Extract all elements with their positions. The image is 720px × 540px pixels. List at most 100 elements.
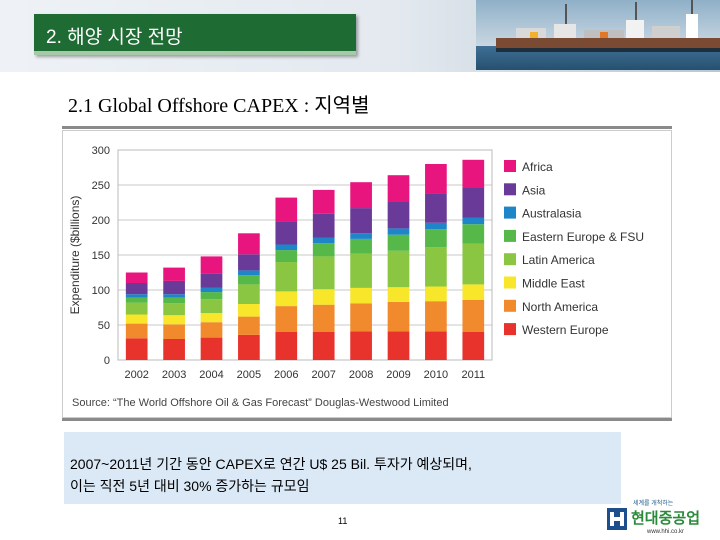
bar-segment [350, 238, 372, 254]
bar-segment [275, 197, 298, 222]
bar-segment [163, 267, 185, 281]
note-line-1: 2007~2011년 기간 동안 CAPEX로 연간 U$ 25 Bil. 투자… [70, 456, 472, 472]
x-tick-label: 2007 [311, 369, 335, 381]
bar-segment [238, 275, 260, 285]
legend-label: Middle East [522, 277, 585, 291]
bar-segment [387, 301, 410, 332]
bar-segment [425, 222, 447, 230]
note-line-2: 이는 직전 5년 대비 30% 증가하는 규모임 [70, 478, 310, 494]
bar-segment [462, 187, 485, 218]
x-tick-label: 2011 [461, 369, 485, 381]
legend-swatch [504, 229, 516, 242]
y-tick-label: 150 [92, 250, 110, 262]
bar-segment [462, 224, 485, 244]
top-divider [62, 126, 672, 129]
x-tick-label: 2006 [274, 369, 298, 381]
bar-segment [238, 304, 260, 317]
plot-area [117, 149, 493, 361]
bar-segment [200, 273, 223, 288]
bar-segment [125, 294, 148, 298]
legend-label: Western Europe [522, 323, 609, 337]
bar-segment [238, 316, 260, 335]
bar-segment [200, 337, 223, 360]
bar-segment [238, 254, 260, 271]
bar-segment [163, 339, 185, 360]
bar-segment [163, 297, 185, 304]
bar-segment [275, 332, 298, 360]
bar-segment [425, 229, 447, 248]
bar-segment [387, 287, 410, 302]
bar-segment [275, 262, 298, 292]
legend-swatch [504, 160, 516, 172]
bar-segment [387, 228, 410, 235]
legend-swatch [504, 183, 516, 196]
y-tick-label: 50 [98, 320, 110, 332]
legend-swatch [504, 323, 516, 336]
bar-segment [462, 299, 485, 332]
bar-segment [312, 237, 335, 244]
y-tick-label: 100 [92, 285, 110, 297]
x-tick-label: 2009 [386, 369, 410, 381]
bar-segment [350, 331, 372, 360]
bar-segment [425, 301, 447, 332]
x-tick-label: 2003 [162, 369, 186, 381]
x-tick-label: 2010 [424, 369, 448, 381]
bar-segment [387, 234, 410, 251]
bar-segment [125, 323, 148, 339]
bar-segment [462, 217, 485, 225]
bar-segment [312, 189, 335, 214]
bar-segment [387, 331, 410, 360]
bar-segment [275, 250, 298, 262]
bar-segment [238, 334, 260, 360]
bar-segment [275, 244, 298, 251]
bar-segment [125, 302, 148, 315]
note-box: 2007~2011년 기간 동안 CAPEX로 연간 U$ 25 Bil. 투자… [64, 432, 621, 504]
bar-segment [312, 213, 335, 238]
bar-segment [462, 159, 485, 188]
bar-segment [350, 233, 372, 239]
legend-swatch [504, 253, 516, 266]
bar-segment [387, 201, 410, 229]
logo-url: www.hhi.co.kr [647, 529, 685, 535]
bar-segment [200, 299, 223, 314]
bar-segment [238, 270, 260, 276]
bar-segment [200, 287, 223, 293]
bar-segment [275, 306, 298, 332]
legend-label: Australasia [522, 207, 582, 221]
bar-segment [125, 283, 148, 295]
section-title-box: 2. 해양 시장 전망 [34, 14, 356, 55]
y-tick-label: 200 [92, 215, 110, 227]
legend-label: North America [522, 300, 598, 314]
bar-segment [462, 284, 485, 300]
legend-swatch [504, 206, 516, 219]
x-tick-label: 2002 [124, 369, 148, 381]
bar-segment [350, 303, 372, 332]
bar-segment [425, 193, 447, 223]
bar-segment [163, 315, 185, 325]
bar-segment [425, 247, 447, 287]
bar-segment [350, 287, 372, 304]
bar-segment [238, 284, 260, 304]
bar-segment [200, 292, 223, 300]
bar-segment [350, 182, 372, 209]
bar-segment [200, 322, 223, 338]
bar-segment [425, 286, 447, 302]
bar-segment [275, 291, 298, 307]
legend-swatch [504, 299, 516, 312]
capex-stacked-bar-chart: 0 50 100 150 200 250 300 Expenditure ($billions… [62, 130, 672, 418]
legend-label: Asia [522, 183, 546, 197]
x-tick-label: 2005 [237, 369, 261, 381]
bar-segment [312, 304, 335, 332]
legend-swatch [504, 276, 516, 289]
bar-segment [163, 280, 185, 295]
x-tick-label: 2008 [349, 369, 373, 381]
company-logo: 세계를 개척하는 현대중공업 www.hhi.co.kr [603, 498, 720, 540]
bar-segment [200, 256, 223, 274]
logo-tagline: 세계를 개척하는 [633, 501, 674, 507]
bar-segment [125, 338, 148, 360]
logo-name: 현대중공업 [631, 510, 701, 527]
source-text: Source: “The World Offshore Oil & Gas Fo… [72, 397, 449, 409]
bar-segment [200, 313, 223, 323]
y-tick-label: 300 [92, 145, 110, 157]
bar-segment [350, 253, 372, 288]
